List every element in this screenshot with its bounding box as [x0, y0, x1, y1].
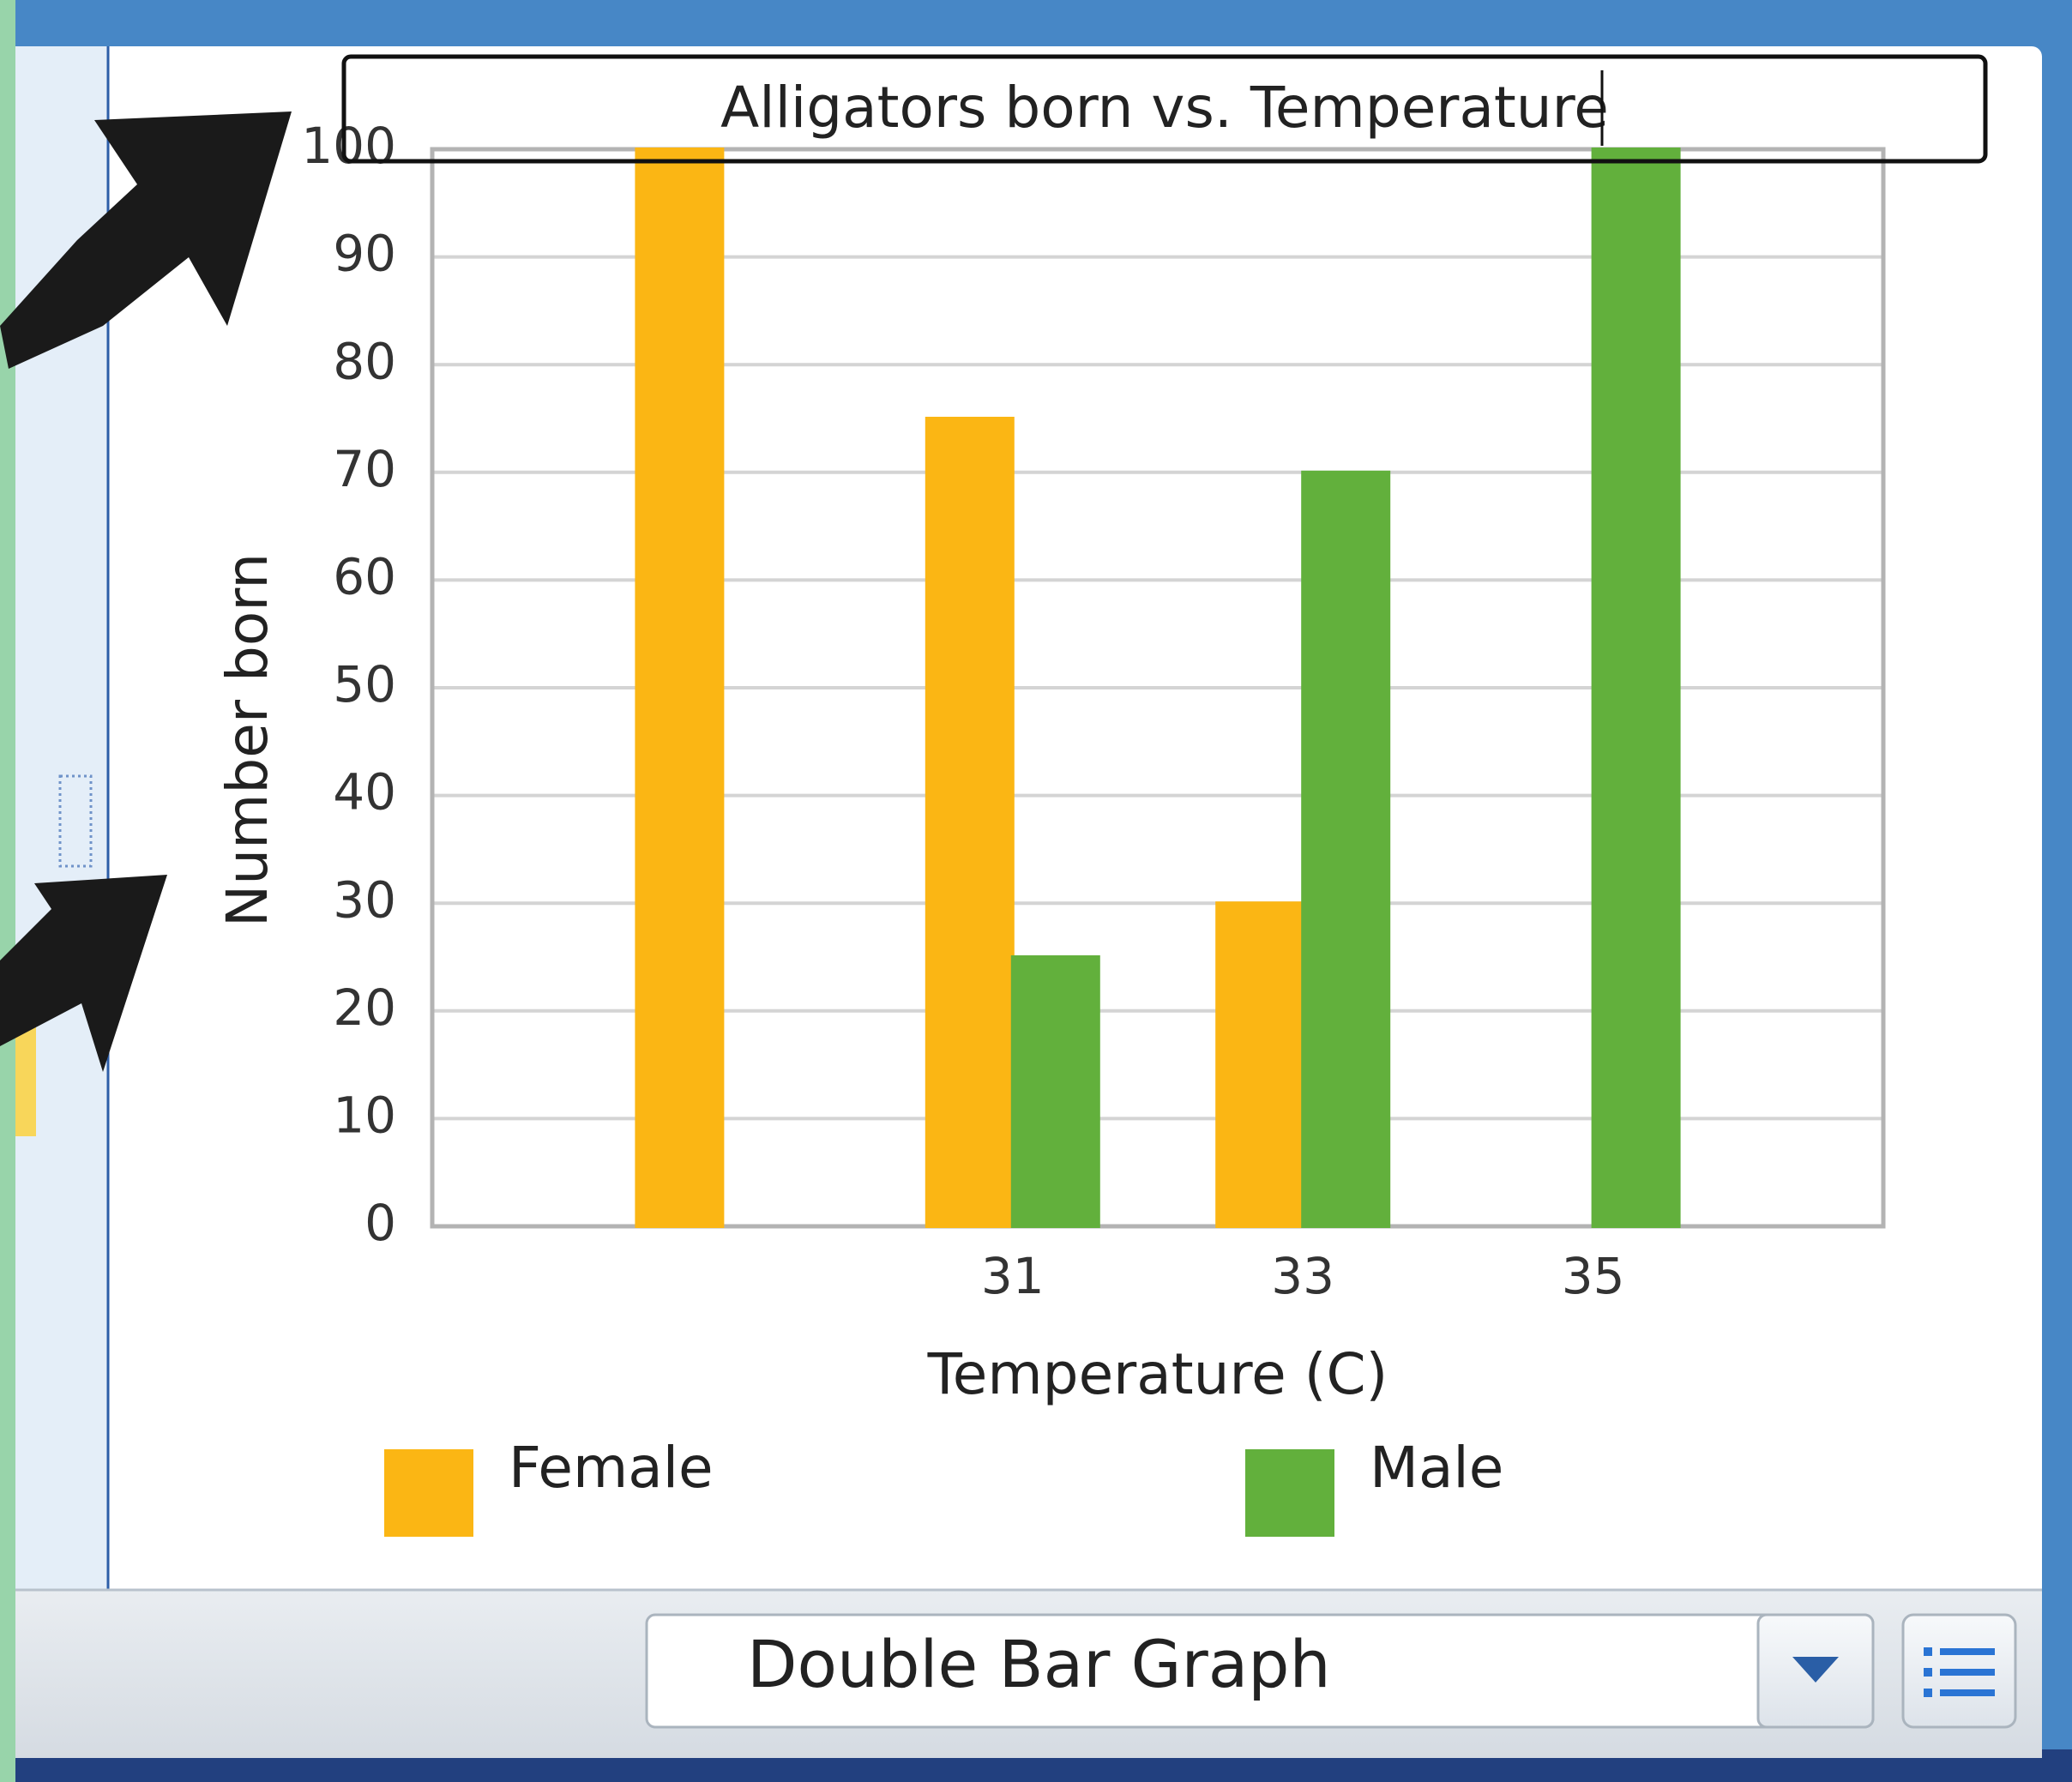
- legend-label: Female: [509, 1435, 714, 1501]
- x-tick-label: 31: [981, 1247, 1045, 1305]
- y-tick-label: 0: [364, 1194, 396, 1252]
- y-tick-label: 90: [333, 225, 396, 283]
- y-tick-label: 40: [333, 763, 396, 822]
- page: 0 10 20 30 40 50 60 70 80 90 100 31 33 35 Temperature …: [0, 0, 2072, 1782]
- y-tick-label: 60: [333, 548, 396, 606]
- x-tick-label: 35: [1562, 1247, 1625, 1305]
- y-tick-label: 50: [333, 655, 396, 713]
- chart-title: Alligators born vs. Temperature: [720, 75, 1609, 141]
- bar: [1593, 149, 1679, 1226]
- bar: [927, 418, 1013, 1226]
- legend-label: Male: [1370, 1435, 1503, 1501]
- y-tick-label: 30: [333, 870, 396, 929]
- bar: [1303, 473, 1388, 1226]
- y-tick-label: 70: [333, 440, 396, 498]
- x-tick-label: 33: [1271, 1247, 1334, 1305]
- y-tick-label: 20: [333, 978, 396, 1037]
- legend-swatch: [384, 1449, 473, 1537]
- legend-swatch: [1245, 1449, 1334, 1537]
- dropdown-label: Double Bar Graph: [747, 1626, 1331, 1702]
- y-tick-label: 80: [333, 332, 396, 390]
- y-tick-label: 10: [333, 1087, 396, 1145]
- y-tick-label: 100: [301, 117, 396, 175]
- bar: [1013, 957, 1099, 1226]
- x-axis-label: Temperature (C): [927, 1341, 1388, 1407]
- bar: [1217, 903, 1303, 1226]
- bar: [636, 149, 722, 1226]
- y-axis-label: Number born: [214, 553, 280, 927]
- screen: 0 10 20 30 40 50 60 70 80 90 100 31 33 35 Temperature …: [0, 0, 2072, 1782]
